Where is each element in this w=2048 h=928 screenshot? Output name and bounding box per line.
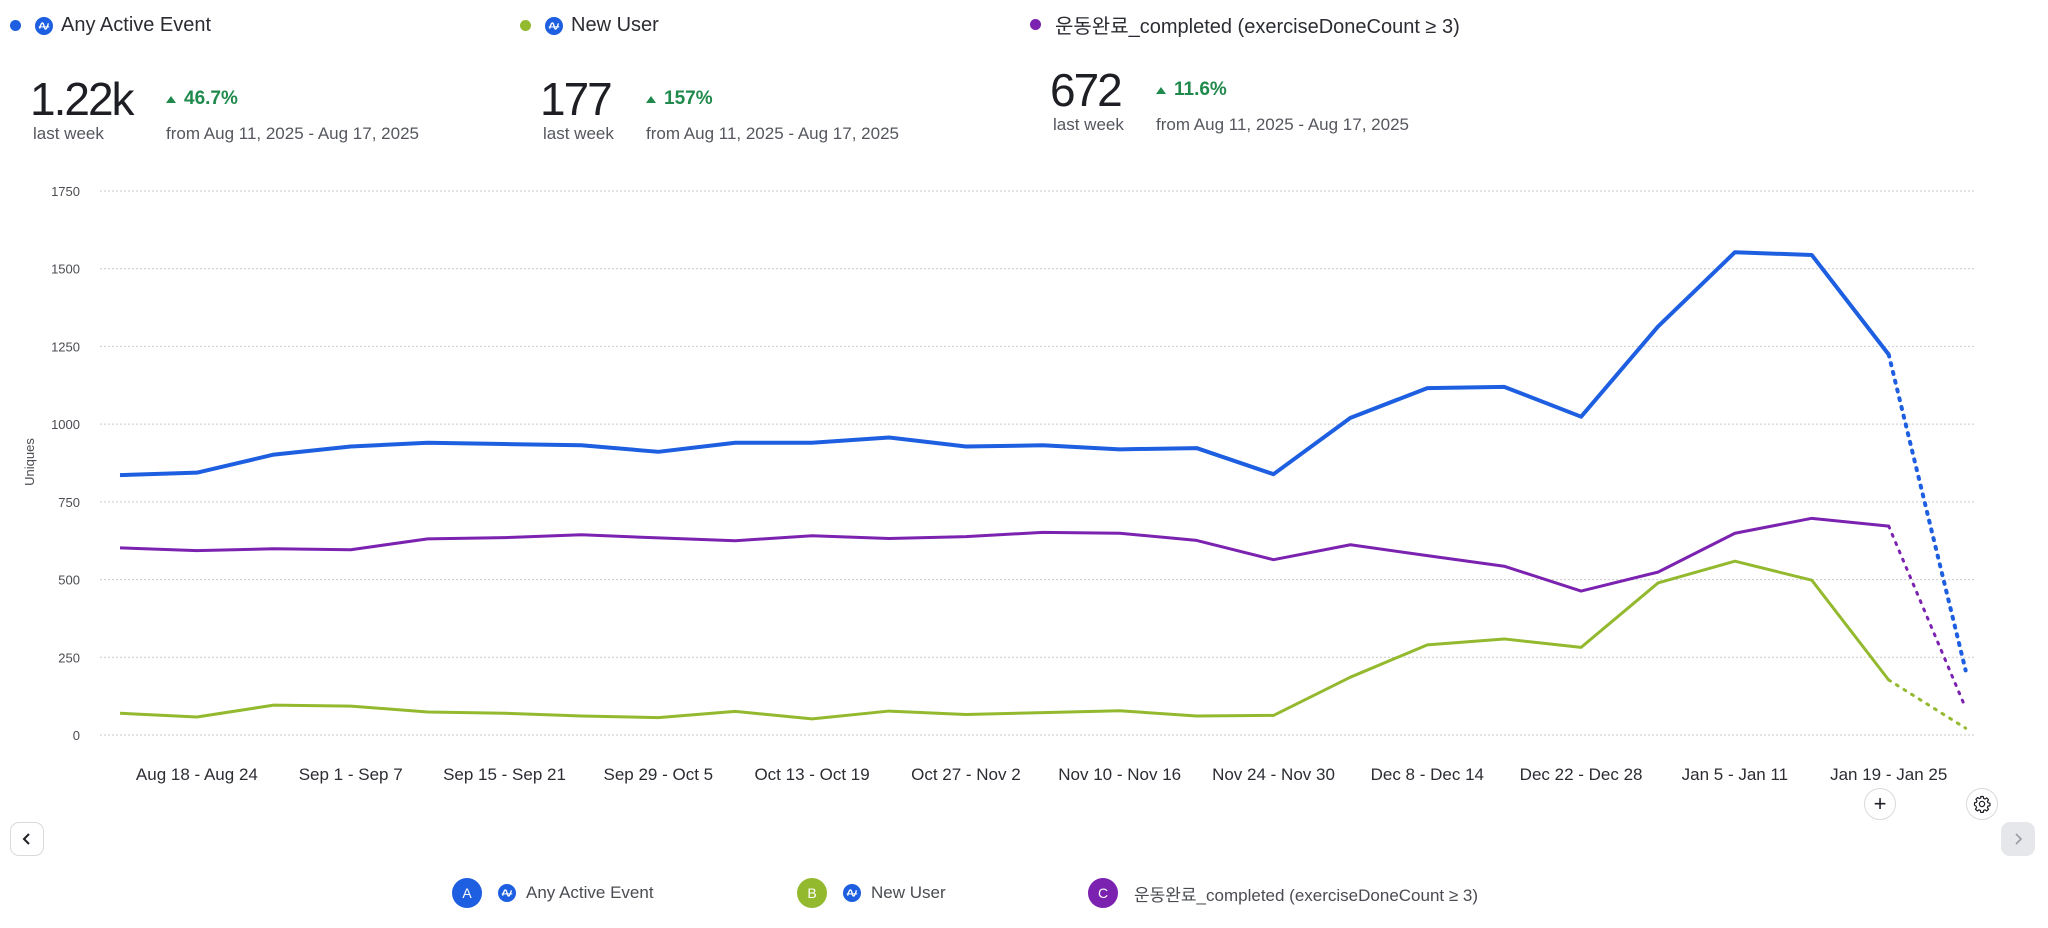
x-tick-label: Oct 13 - Oct 19 [754,765,869,784]
y-tick-label: 750 [58,495,80,510]
y-tick-label: 250 [58,650,80,665]
add-button[interactable]: + [1864,788,1896,820]
series-color-dot [1030,19,1041,30]
legend-item-a[interactable]: A Any Active Event [452,878,654,908]
legend-item-b[interactable]: B New User [797,878,946,908]
metric-value: 672 [1050,64,1123,116]
x-tick-label: Nov 24 - Nov 30 [1212,765,1335,784]
x-tick-label: Sep 1 - Sep 7 [299,765,403,784]
series-incomplete-segment-1 [1886,352,1968,673]
metric-period: last week [33,124,104,143]
series-incomplete-segment-2 [1887,524,1968,710]
series-lines [119,250,1968,730]
series-name: Any Active Event [61,14,212,36]
series-color-dot [10,20,21,31]
series-color-dot [520,20,531,31]
series-header-a[interactable]: Any Active Event [10,14,211,37]
metric-value: 177 [540,73,613,125]
legend-item-c[interactable]: C 운동완료_completed (exerciseDoneCount ≥ 3) [1088,878,1478,908]
amplitude-icon [498,884,516,902]
x-tick-label: Dec 22 - Dec 28 [1520,765,1643,784]
y-tick-label: 1000 [51,417,80,432]
x-tick-label: Nov 10 - Nov 16 [1058,765,1181,784]
y-axis-title: Uniques [22,438,37,486]
metric-delta: 157% [646,88,713,110]
plus-icon: + [1873,791,1887,816]
x-tick-label: Dec 8 - Dec 14 [1371,765,1484,784]
legend-label: 운동완료_completed (exerciseDoneCount ≥ 3) [1134,885,1479,905]
series-name: New User [571,14,659,36]
x-tick-label: Sep 15 - Sep 21 [443,765,566,784]
y-tick-label: 500 [58,573,80,588]
metric-value: 1.22k [30,73,135,125]
line-chart[interactable]: 0 250 500 750 1000 1250 1500 1750 Uniques Aug 1… [0,170,2048,790]
x-tick-label: Jan 5 - Jan 11 [1682,765,1788,784]
y-axis: 0 250 500 750 1000 1250 1500 1750 [51,184,80,743]
y-tick-label: 1250 [51,339,80,354]
chevron-left-icon [22,833,30,845]
series-badge: A [452,878,482,908]
series-incomplete-segment-3 [1887,678,1968,730]
x-axis: Aug 18 - Aug 24 Sep 1 - Sep 7 Sep 15 - Sep… [136,765,1947,784]
metric-delta: 46.7% [166,88,238,110]
series-line-2[interactable] [119,516,1889,593]
y-tick-label: 0 [73,728,80,743]
x-tick-label: Aug 18 - Aug 24 [136,765,258,784]
arrow-up-icon [166,95,176,103]
chevron-right-icon [2015,833,2023,845]
series-header-c[interactable]: 운동완료_completed (exerciseDoneCount ≥ 3) [1030,10,1460,39]
amplitude-icon [35,16,53,35]
x-tick-label: Oct 27 - Nov 2 [911,765,1021,784]
metric-delta: 11.6% [1156,79,1227,101]
series-line-1[interactable] [119,250,1891,478]
compare-text: from Aug 11, 2025 - Aug 17, 2025 [646,124,899,143]
compare-text: from Aug 11, 2025 - Aug 17, 2025 [166,124,419,143]
delta-value: 11.6% [1174,79,1227,100]
metric-period: last week [1053,115,1124,134]
y-tick-label: 1500 [51,262,80,277]
y-tick-label: 1750 [51,184,80,199]
series-name: 운동완료_completed (exerciseDoneCount ≥ 3) [1055,16,1460,38]
series-badge: C [1088,878,1118,908]
series-line-3[interactable] [119,559,1890,721]
series-header-b[interactable]: New User [520,14,659,37]
series-badge: B [797,878,827,908]
settings-button[interactable] [1966,788,1998,820]
next-button[interactable] [2001,822,2035,856]
previous-button[interactable] [10,822,44,856]
delta-value: 157% [664,88,713,109]
x-tick-label: Jan 19 - Jan 25 [1830,765,1947,784]
compare-text: from Aug 11, 2025 - Aug 17, 2025 [1156,115,1409,134]
gear-icon [1973,795,1991,813]
gridlines [100,190,1975,736]
legend-label: New User [871,883,946,902]
arrow-up-icon [646,95,656,103]
arrow-up-icon [1156,86,1166,94]
x-tick-label: Sep 29 - Oct 5 [603,765,713,784]
legend-label: Any Active Event [526,883,654,902]
metric-period: last week [543,124,614,143]
amplitude-icon [545,16,563,35]
amplitude-icon [843,884,861,902]
delta-value: 46.7% [184,88,238,109]
